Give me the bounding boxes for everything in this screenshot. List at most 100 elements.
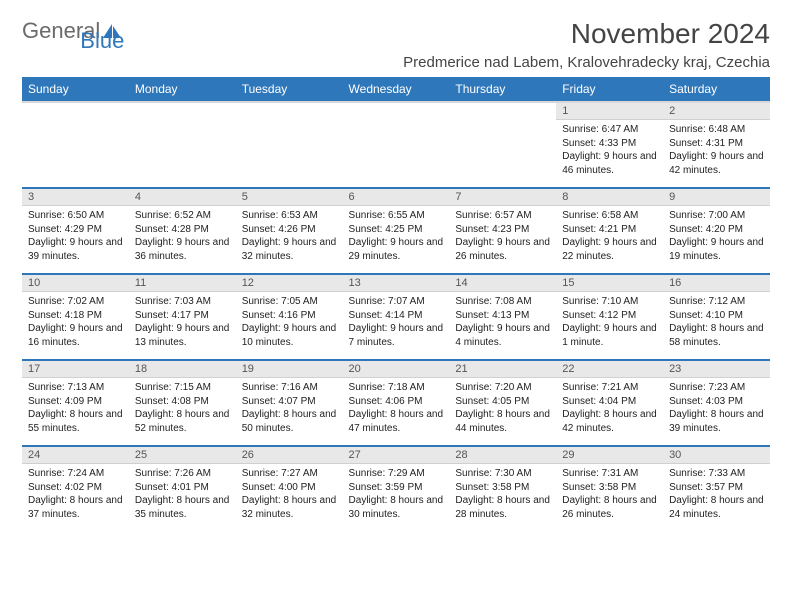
sunset-line: Sunset: 3:58 PM — [455, 481, 550, 495]
day-number: 30 — [663, 447, 770, 464]
calendar-day-cell: 7Sunrise: 6:57 AMSunset: 4:23 PMDaylight… — [449, 188, 556, 274]
day-info: Sunrise: 6:52 AMSunset: 4:28 PMDaylight:… — [129, 206, 236, 266]
calendar-day-cell: 29Sunrise: 7:31 AMSunset: 3:58 PMDayligh… — [556, 446, 663, 532]
day-info: Sunrise: 7:23 AMSunset: 4:03 PMDaylight:… — [663, 378, 770, 438]
day-number: 15 — [556, 275, 663, 292]
sunrise-line: Sunrise: 7:20 AM — [455, 381, 550, 395]
daylight-line: Daylight: 9 hours and 26 minutes. — [455, 236, 550, 263]
calendar-day-cell — [236, 102, 343, 188]
day-number: 12 — [236, 275, 343, 292]
sunset-line: Sunset: 4:16 PM — [242, 309, 337, 323]
weekday-header: Sunday — [22, 77, 129, 102]
weekday-header: Thursday — [449, 77, 556, 102]
day-info: Sunrise: 7:16 AMSunset: 4:07 PMDaylight:… — [236, 378, 343, 438]
sunset-line: Sunset: 4:23 PM — [455, 223, 550, 237]
sunrise-line: Sunrise: 7:00 AM — [669, 209, 764, 223]
calendar-day-cell: 26Sunrise: 7:27 AMSunset: 4:00 PMDayligh… — [236, 446, 343, 532]
calendar-day-cell: 22Sunrise: 7:21 AMSunset: 4:04 PMDayligh… — [556, 360, 663, 446]
sunset-line: Sunset: 4:28 PM — [135, 223, 230, 237]
sunrise-line: Sunrise: 7:33 AM — [669, 467, 764, 481]
day-info: Sunrise: 6:55 AMSunset: 4:25 PMDaylight:… — [343, 206, 450, 266]
sunset-line: Sunset: 4:17 PM — [135, 309, 230, 323]
day-info: Sunrise: 7:29 AMSunset: 3:59 PMDaylight:… — [343, 464, 450, 524]
daylight-line: Daylight: 8 hours and 32 minutes. — [242, 494, 337, 521]
calendar-day-cell — [343, 102, 450, 188]
daylight-line: Daylight: 9 hours and 13 minutes. — [135, 322, 230, 349]
calendar-day-cell: 28Sunrise: 7:30 AMSunset: 3:58 PMDayligh… — [449, 446, 556, 532]
daylight-line: Daylight: 9 hours and 10 minutes. — [242, 322, 337, 349]
calendar-day-cell: 11 Sunrise: 7:03 AMSunset: 4:17 PMDayligh… — [129, 274, 236, 360]
day-number: 20 — [343, 361, 450, 378]
sunrise-line: Sunrise: 7:07 AM — [349, 295, 444, 309]
sunset-line: Sunset: 4:29 PM — [28, 223, 123, 237]
day-info: Sunrise: 7:13 AMSunset: 4:09 PMDaylight:… — [22, 378, 129, 438]
sunrise-line: Sunrise: 7:24 AM — [28, 467, 123, 481]
calendar-day-cell: 23Sunrise: 7:23 AMSunset: 4:03 PMDayligh… — [663, 360, 770, 446]
sunrise-line: Sunrise: 6:58 AM — [562, 209, 657, 223]
day-info: Sunrise: 6:50 AMSunset: 4:29 PMDaylight:… — [22, 206, 129, 266]
daylight-line: Daylight: 8 hours and 26 minutes. — [562, 494, 657, 521]
weekday-header-row: SundayMondayTuesdayWednesdayThursdayFrid… — [22, 77, 770, 102]
calendar-day-cell: 4Sunrise: 6:52 AMSunset: 4:28 PMDaylight… — [129, 188, 236, 274]
sunset-line: Sunset: 4:07 PM — [242, 395, 337, 409]
sunrise-line: Sunrise: 6:50 AM — [28, 209, 123, 223]
daylight-line: Daylight: 9 hours and 16 minutes. — [28, 322, 123, 349]
sunset-line: Sunset: 4:00 PM — [242, 481, 337, 495]
calendar-day-cell: 3Sunrise: 6:50 AMSunset: 4:29 PMDaylight… — [22, 188, 129, 274]
sunrise-line: Sunrise: 7:21 AM — [562, 381, 657, 395]
weekday-header: Tuesday — [236, 77, 343, 102]
calendar-week-row: 3Sunrise: 6:50 AMSunset: 4:29 PMDaylight… — [22, 188, 770, 274]
day-number: 27 — [343, 447, 450, 464]
weekday-header: Friday — [556, 77, 663, 102]
calendar-day-cell — [22, 102, 129, 188]
sunrise-line: Sunrise: 7:23 AM — [669, 381, 764, 395]
calendar-day-cell: 12Sunrise: 7:05 AMSunset: 4:16 PMDayligh… — [236, 274, 343, 360]
calendar-day-cell: 10Sunrise: 7:02 AMSunset: 4:18 PMDayligh… — [22, 274, 129, 360]
sunrise-line: Sunrise: 6:57 AM — [455, 209, 550, 223]
sunset-line: Sunset: 4:10 PM — [669, 309, 764, 323]
day-number: 8 — [556, 189, 663, 206]
daylight-line: Daylight: 9 hours and 42 minutes. — [669, 150, 764, 177]
sunset-line: Sunset: 3:58 PM — [562, 481, 657, 495]
sunrise-line: Sunrise: 7:08 AM — [455, 295, 550, 309]
calendar-day-cell: 9Sunrise: 7:00 AMSunset: 4:20 PMDaylight… — [663, 188, 770, 274]
calendar-day-cell: 25Sunrise: 7:26 AMSunset: 4:01 PMDayligh… — [129, 446, 236, 532]
sunrise-line: Sunrise: 7:10 AM — [562, 295, 657, 309]
day-number: 2 — [663, 103, 770, 120]
sunset-line: Sunset: 4:21 PM — [562, 223, 657, 237]
sunset-line: Sunset: 4:09 PM — [28, 395, 123, 409]
calendar-day-cell: 24Sunrise: 7:24 AMSunset: 4:02 PMDayligh… — [22, 446, 129, 532]
day-number: 17 — [22, 361, 129, 378]
daylight-line: Daylight: 8 hours and 55 minutes. — [28, 408, 123, 435]
day-info: Sunrise: 7:31 AMSunset: 3:58 PMDaylight:… — [556, 464, 663, 524]
calendar-day-cell: 30Sunrise: 7:33 AMSunset: 3:57 PMDayligh… — [663, 446, 770, 532]
sunset-line: Sunset: 4:03 PM — [669, 395, 764, 409]
daylight-line: Daylight: 9 hours and 32 minutes. — [242, 236, 337, 263]
day-info: Sunrise: 7:02 AMSunset: 4:18 PMDaylight:… — [22, 292, 129, 352]
day-number: 6 — [343, 189, 450, 206]
day-info: Sunrise: 7:33 AMSunset: 3:57 PMDaylight:… — [663, 464, 770, 524]
header: General Blue November 2024 Predmerice na… — [22, 18, 770, 71]
day-info: Sunrise: 7:21 AMSunset: 4:04 PMDaylight:… — [556, 378, 663, 438]
sunrise-line: Sunrise: 6:47 AM — [562, 123, 657, 137]
sunrise-line: Sunrise: 7:26 AM — [135, 467, 230, 481]
day-info: Sunrise: 7:12 AMSunset: 4:10 PMDaylight:… — [663, 292, 770, 352]
calendar-day-cell: 6Sunrise: 6:55 AMSunset: 4:25 PMDaylight… — [343, 188, 450, 274]
day-number: 29 — [556, 447, 663, 464]
calendar-day-cell: 2Sunrise: 6:48 AMSunset: 4:31 PMDaylight… — [663, 102, 770, 188]
calendar-day-cell — [129, 102, 236, 188]
day-info: Sunrise: 7:00 AMSunset: 4:20 PMDaylight:… — [663, 206, 770, 266]
sunset-line: Sunset: 4:33 PM — [562, 137, 657, 151]
sunrise-line: Sunrise: 7:03 AM — [135, 295, 230, 309]
daylight-line: Daylight: 8 hours and 47 minutes. — [349, 408, 444, 435]
day-number: 11 — [129, 275, 236, 292]
calendar-day-cell: 5Sunrise: 6:53 AMSunset: 4:26 PMDaylight… — [236, 188, 343, 274]
day-info: Sunrise: 7:26 AMSunset: 4:01 PMDaylight:… — [129, 464, 236, 524]
day-info: Sunrise: 7:08 AMSunset: 4:13 PMDaylight:… — [449, 292, 556, 352]
day-number: 24 — [22, 447, 129, 464]
daylight-line: Daylight: 9 hours and 39 minutes. — [28, 236, 123, 263]
title-block: November 2024 Predmerice nad Labem, Kral… — [403, 18, 770, 71]
sunrise-line: Sunrise: 7:30 AM — [455, 467, 550, 481]
sunset-line: Sunset: 4:31 PM — [669, 137, 764, 151]
sunrise-line: Sunrise: 7:15 AM — [135, 381, 230, 395]
